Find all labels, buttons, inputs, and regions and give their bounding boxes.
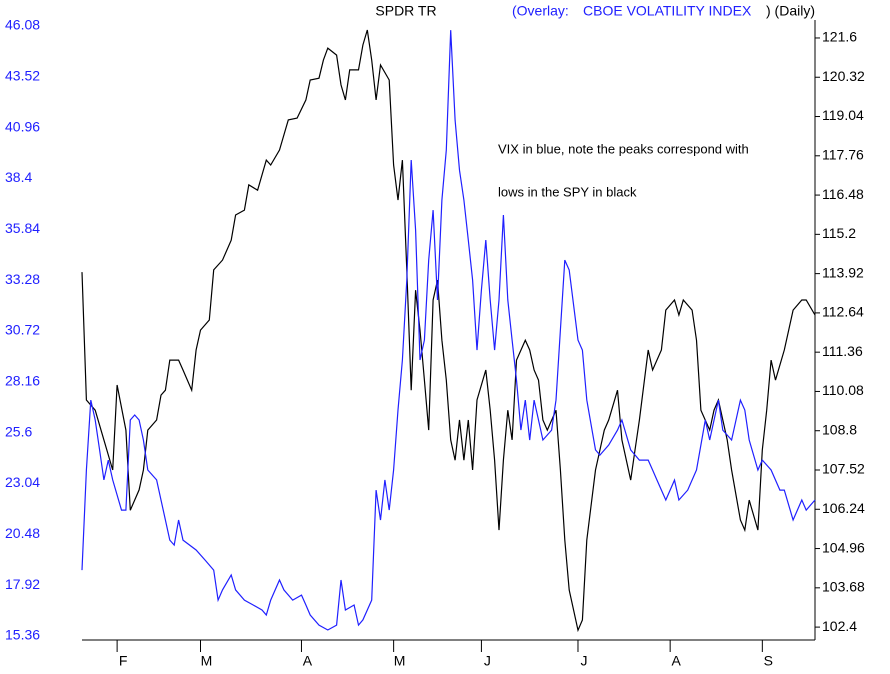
y-tick-label: 23.04 (5, 474, 40, 490)
y-tick-label: 35.84 (5, 220, 40, 236)
y-tick-label: 15.36 (5, 627, 40, 643)
y2-tick-label: 102.4 (822, 618, 857, 634)
x-tick-label: J (484, 653, 491, 669)
y2-tick-label: 119.04 (822, 107, 864, 123)
y-tick-label: 33.28 (5, 271, 40, 287)
y2-tick-label: 120.32 (822, 68, 865, 84)
y2-tick-label: 112.64 (822, 304, 864, 320)
y2-tick-label: 107.52 (822, 461, 865, 477)
overlay-label: (Overlay: (512, 3, 569, 19)
y2-tick-label: 110.08 (822, 382, 864, 398)
y2-tick-label: 111.36 (822, 343, 863, 359)
y2-tick-label: 103.68 (822, 579, 865, 595)
overlay-series-name: CBOE VOLATILITY INDEX (583, 3, 752, 19)
annotation: VIX in blue, note the peaks correspond w… (498, 141, 749, 156)
y2-tick-label: 104.96 (822, 539, 865, 555)
period-label: ) (Daily) (766, 3, 815, 19)
y2-tick-label: 113.92 (822, 264, 864, 280)
y-tick-label: 17.92 (5, 576, 40, 592)
y-tick-label: 28.16 (5, 373, 40, 389)
y-tick-label: 20.48 (5, 525, 40, 541)
y2-tick-label: 115.2 (822, 225, 856, 241)
y-tick-label: 30.72 (5, 322, 40, 338)
y2-tick-label: 121.6 (822, 29, 857, 45)
y2-tick-label: 106.24 (822, 500, 865, 516)
y2-tick-label: 108.8 (822, 421, 857, 437)
x-tick-label: A (671, 653, 681, 669)
y-tick-label: 38.4 (5, 169, 32, 185)
y-tick-label: 46.08 (5, 17, 40, 33)
x-tick-label: S (764, 653, 773, 669)
chart-title: SPDR TR (375, 3, 436, 19)
y-tick-label: 43.52 (5, 68, 40, 84)
annotation: lows in the SPY in black (498, 184, 637, 199)
x-tick-label: M (394, 653, 406, 669)
series-line (81, 30, 816, 631)
x-tick-label: A (303, 653, 313, 669)
y-tick-label: 40.96 (5, 118, 40, 134)
y2-tick-label: 116.48 (822, 186, 864, 202)
x-tick-label: M (201, 653, 213, 669)
x-tick-label: F (119, 653, 128, 669)
x-tick-label: J (580, 653, 587, 669)
series-line (81, 29, 816, 633)
y-tick-label: 25.6 (5, 423, 32, 439)
y2-tick-label: 117.76 (822, 146, 864, 162)
